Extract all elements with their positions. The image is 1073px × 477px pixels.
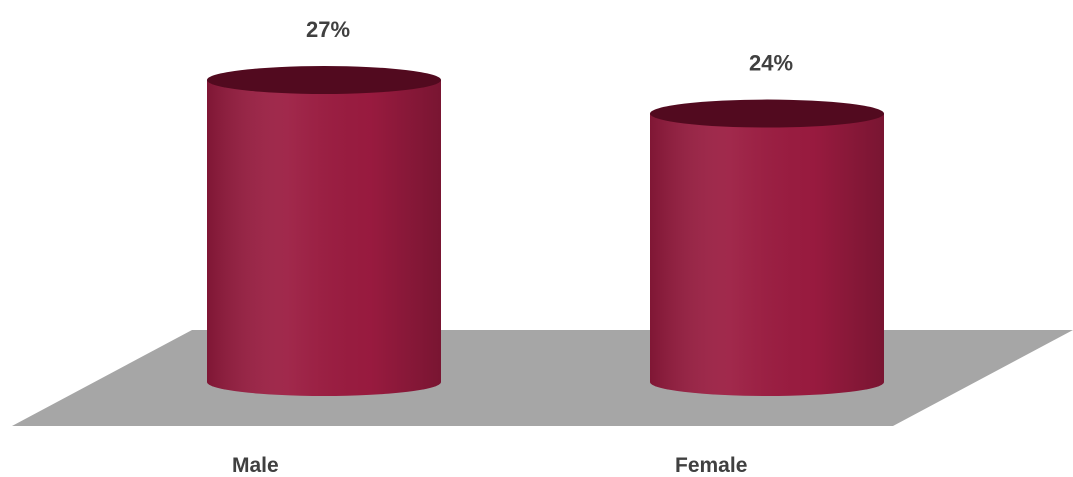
bars-layer (207, 66, 884, 397)
category-label-male: Male (232, 454, 279, 477)
chart-floor (12, 330, 1073, 426)
value-label-male: 27% (306, 17, 350, 42)
category-label-female: Female (675, 454, 747, 477)
bar-top-female (650, 99, 884, 128)
bar-shading-male (207, 80, 441, 396)
bar-male (207, 66, 441, 396)
labels-layer: 27% Male 24% Female (232, 17, 793, 477)
value-label-female: 24% (749, 51, 793, 76)
bar-shading-female (650, 113, 884, 397)
bar-female (650, 99, 884, 397)
bar-top-male (207, 66, 441, 94)
